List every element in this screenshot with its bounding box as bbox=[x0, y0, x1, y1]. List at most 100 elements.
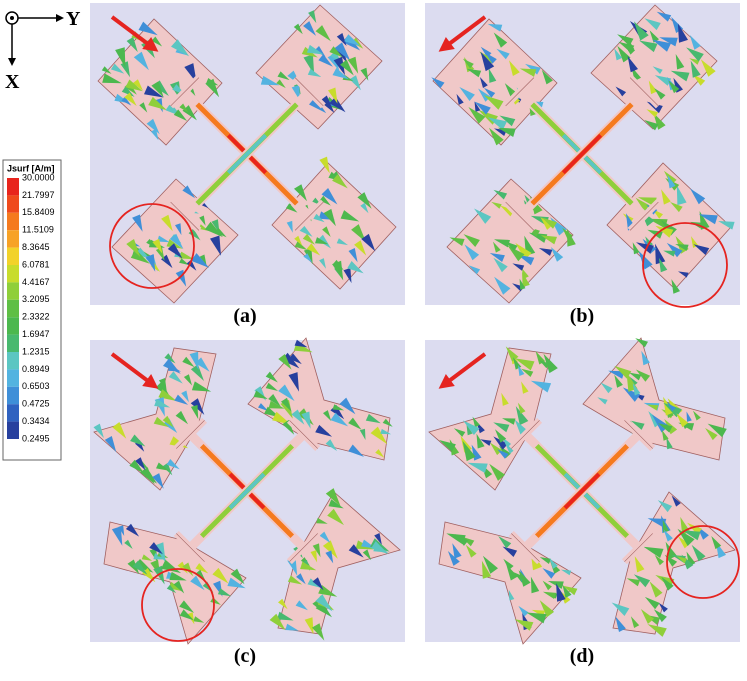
current-arrow bbox=[462, 58, 474, 69]
current-arrow bbox=[303, 21, 316, 36]
current-arrow bbox=[357, 192, 372, 209]
excitation-arrowhead bbox=[142, 374, 159, 389]
legend-tick-label: 21.7997 bbox=[22, 190, 55, 200]
current-arrow bbox=[658, 423, 673, 433]
current-arrow bbox=[189, 351, 199, 370]
current-arrow bbox=[322, 226, 331, 237]
current-arrow bbox=[287, 557, 298, 576]
current-arrow bbox=[339, 397, 356, 415]
current-arrow bbox=[132, 214, 143, 232]
current-arrow bbox=[654, 88, 666, 100]
legend-swatch bbox=[7, 265, 19, 283]
current-arrow bbox=[538, 359, 550, 369]
current-arrow bbox=[514, 358, 535, 371]
current-arrow bbox=[348, 417, 362, 430]
current-arrow bbox=[212, 567, 229, 584]
current-arrow bbox=[303, 253, 313, 263]
current-arrow bbox=[540, 235, 557, 245]
current-arrow bbox=[167, 243, 183, 259]
current-arrow bbox=[431, 77, 445, 89]
current-arrow bbox=[146, 118, 160, 135]
current-arrow bbox=[644, 120, 659, 131]
current-arrow bbox=[230, 568, 245, 585]
current-arrow bbox=[139, 102, 148, 113]
current-arrow bbox=[707, 423, 727, 438]
current-arrow bbox=[632, 383, 641, 396]
current-arrow bbox=[340, 210, 360, 222]
feed-core bbox=[561, 133, 603, 175]
current-arrow bbox=[449, 237, 465, 246]
current-arrow bbox=[330, 412, 349, 427]
current-arrow bbox=[480, 439, 492, 446]
current-arrow bbox=[164, 353, 176, 364]
current-arrow bbox=[662, 519, 669, 533]
current-arrow bbox=[661, 576, 674, 591]
current-arrow bbox=[327, 53, 340, 71]
current-arrow bbox=[115, 47, 126, 68]
current-arrow bbox=[636, 242, 654, 254]
current-arrow bbox=[658, 257, 668, 273]
current-arrow bbox=[347, 261, 364, 274]
current-arrow bbox=[315, 594, 333, 612]
current-arrow bbox=[641, 350, 650, 366]
current-arrow bbox=[323, 208, 336, 227]
current-arrow bbox=[462, 440, 476, 462]
feed-core bbox=[563, 472, 601, 510]
current-arrow bbox=[541, 69, 553, 85]
current-arrow bbox=[597, 397, 608, 405]
current-arrow bbox=[322, 540, 338, 559]
t-bar-edge bbox=[176, 420, 205, 449]
current-arrow bbox=[540, 217, 553, 230]
current-arrow bbox=[640, 609, 655, 624]
panel-label: (c) bbox=[234, 645, 256, 667]
current-arrow bbox=[325, 439, 337, 451]
excitation-arrow bbox=[443, 352, 487, 386]
current-arrow bbox=[666, 437, 673, 450]
current-arrow bbox=[495, 429, 507, 443]
current-arrow bbox=[539, 600, 555, 618]
current-arrow bbox=[686, 411, 692, 422]
current-arrow bbox=[567, 228, 576, 247]
current-arrow bbox=[332, 174, 348, 189]
current-arrow bbox=[210, 235, 221, 256]
current-arrow bbox=[632, 242, 640, 255]
current-arrow bbox=[550, 247, 564, 262]
current-arrow bbox=[493, 436, 508, 450]
current-arrow bbox=[291, 409, 305, 425]
current-arrow bbox=[286, 220, 293, 233]
legend-tick-label: 0.6503 bbox=[22, 381, 50, 391]
current-arrow bbox=[195, 357, 210, 372]
excitation-arrowhead bbox=[142, 37, 159, 52]
current-arrow bbox=[285, 203, 298, 213]
current-arrow bbox=[483, 87, 496, 98]
current-arrow bbox=[655, 243, 666, 265]
current-arrow bbox=[380, 428, 392, 435]
current-arrow bbox=[676, 185, 687, 206]
current-arrow bbox=[517, 254, 535, 266]
t-bar-edge bbox=[511, 533, 540, 562]
current-arrow bbox=[453, 428, 466, 437]
coordinate-axes: Y X bbox=[5, 8, 81, 93]
current-arrow bbox=[535, 351, 546, 365]
current-arrow bbox=[466, 68, 482, 78]
current-arrow bbox=[644, 18, 661, 31]
current-arrow bbox=[360, 67, 369, 81]
current-arrow bbox=[126, 37, 138, 53]
current-arrow bbox=[186, 259, 197, 271]
current-arrow bbox=[121, 86, 135, 97]
current-arrow bbox=[530, 576, 540, 594]
current-arrow bbox=[319, 258, 326, 269]
current-arrow bbox=[373, 544, 389, 553]
current-arrow bbox=[494, 276, 511, 295]
current-arrow bbox=[560, 569, 572, 576]
current-arrow bbox=[513, 357, 522, 370]
current-arrow bbox=[182, 562, 194, 577]
current-arrow bbox=[173, 109, 188, 121]
current-arrow bbox=[348, 544, 364, 558]
current-arrow bbox=[518, 605, 529, 617]
current-arrow bbox=[480, 51, 495, 72]
current-arrow bbox=[152, 473, 164, 489]
current-arrow bbox=[120, 61, 130, 78]
current-arrow bbox=[144, 471, 157, 484]
current-arrow bbox=[151, 36, 163, 47]
